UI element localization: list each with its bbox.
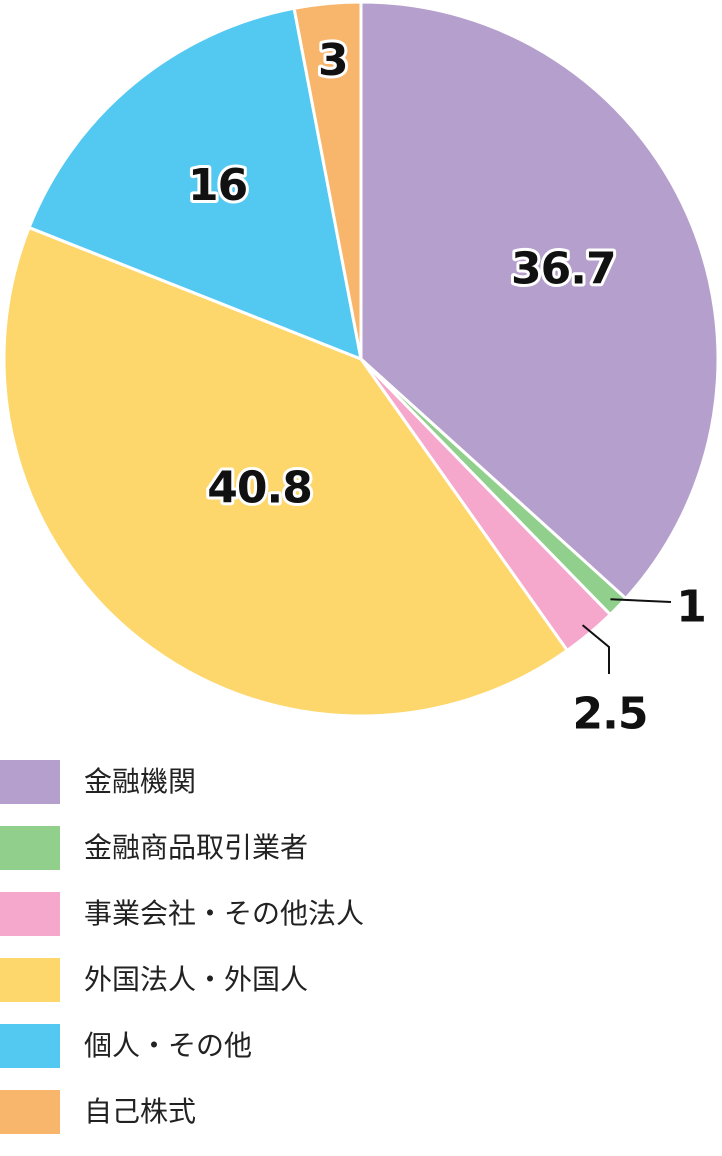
legend-label: 金融商品取引業者 (84, 831, 309, 864)
legend-item-securities-firms: 金融商品取引業者 (0, 826, 722, 870)
legend-swatch (0, 958, 60, 1002)
legend-label: 自己株式 (84, 1095, 197, 1128)
legend-swatch (0, 1090, 60, 1134)
legend-swatch (0, 826, 60, 870)
slice-label-securities-firms: 1 (676, 582, 706, 633)
legend-item-foreign-investors: 外国法人・外国人 (0, 958, 722, 1002)
leader-lines (581, 598, 672, 674)
slice-label-financial-institutions: 36.7 (511, 244, 616, 295)
legend-swatch (0, 760, 60, 804)
legend-swatch (0, 1024, 60, 1068)
legend-item-other-corporations: 事業会社・その他法人 (0, 892, 722, 936)
legend-item-individuals: 個人・その他 (0, 1024, 722, 1068)
legend-swatch (0, 892, 60, 936)
pie-slice-individuals (27, 6, 363, 361)
pie-slice-financial-institutions (359, 0, 720, 600)
pie-slice-foreign-investors (2, 226, 569, 718)
legend-item-financial-institutions: 金融機関 (0, 760, 722, 804)
legend-label: 金融機関 (84, 765, 197, 798)
pie-slices (2, 0, 720, 718)
slice-label-foreign-investors: 40.8 (207, 463, 312, 514)
pie-chart: 36.7 1 2.5 40.8 16 3 (2, 0, 720, 731)
pie-slice-treasury-stock (292, 0, 363, 361)
slice-labels: 36.7 1 2.5 40.8 16 3 (185, 32, 707, 731)
legend: 金融機関 金融商品取引業者 事業会社・その他法人 外国法人・外国人 個人・その他… (0, 760, 722, 1156)
leader-line-other-corporations (581, 624, 610, 674)
legend-item-treasury-stock: 自己株式 (0, 1090, 722, 1134)
legend-label: 事業会社・その他法人 (84, 897, 365, 930)
leader-line-securities-firms (610, 598, 672, 603)
slice-label-treasury-stock: 3 (318, 35, 348, 86)
legend-label: 外国法人・外国人 (84, 963, 309, 996)
slice-label-other-corporations: 2.5 (573, 689, 648, 731)
slice-label-individuals: 16 (188, 160, 247, 211)
legend-label: 個人・その他 (84, 1029, 253, 1062)
